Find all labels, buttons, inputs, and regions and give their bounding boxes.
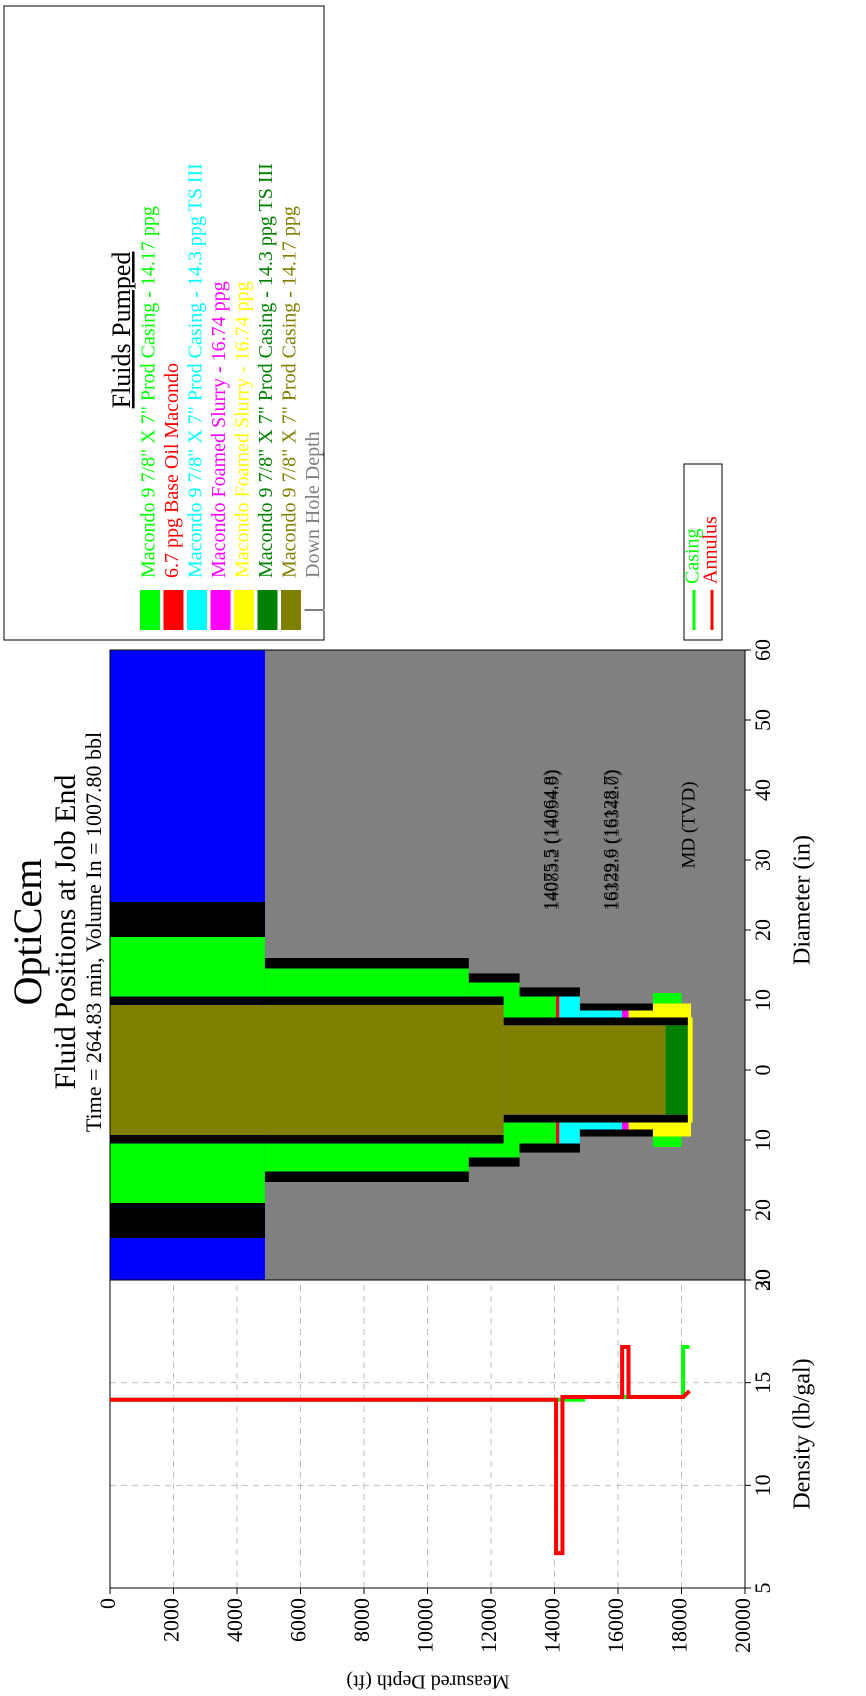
legend-label: Macondo 9 7/8" X 7" Prod Casing - 14.3 p… xyxy=(255,163,277,578)
wellbore-section xyxy=(652,1003,692,1018)
legend-label: Down Hole Depth xyxy=(302,431,324,578)
annotation: MD (TVD) xyxy=(678,781,699,868)
wellbore-section xyxy=(579,1122,623,1130)
x-tick-label: 20 xyxy=(750,1269,775,1291)
wellbore-section xyxy=(519,1143,580,1153)
wellbore-section xyxy=(264,1143,469,1172)
annotation: 16332.9 (16342.0) xyxy=(602,770,623,911)
wellbore-section xyxy=(665,1025,688,1115)
y-tick-label: 16000 xyxy=(603,1598,628,1653)
y-tick-label: 0 xyxy=(95,1598,120,1609)
wellbore-section xyxy=(503,1114,692,1123)
wellbore-section xyxy=(622,1010,629,1018)
annotation: 14075.5 (14064.8) xyxy=(540,770,561,911)
wellbore-section xyxy=(110,902,265,937)
plot-frame xyxy=(109,649,746,1281)
wellbore-section xyxy=(622,1122,629,1130)
x-tick-label: 10 xyxy=(750,1129,775,1151)
y-tick-label: 4000 xyxy=(222,1598,247,1642)
wellbore-section xyxy=(110,1135,504,1144)
wellbore-section xyxy=(628,1010,653,1018)
x-tick-label: 30 xyxy=(750,849,775,871)
x-tick-label: 10 xyxy=(750,1474,775,1496)
x-tick-label: 20 xyxy=(750,1199,775,1221)
y-tick-label: 10000 xyxy=(413,1598,438,1653)
legend-swatch xyxy=(210,590,231,630)
y-tick-label: 8000 xyxy=(349,1598,374,1642)
x-tick-label: 40 xyxy=(750,779,775,801)
wellbore-section xyxy=(652,1122,692,1137)
chart-subtitle: Fluid Positions at Job End xyxy=(49,774,82,1089)
x-tick-label: 15 xyxy=(750,1372,775,1394)
chart-caption: Time = 264.83 min, Volume In = 1007.80 b… xyxy=(81,732,106,1132)
wellbore-section xyxy=(579,1129,653,1137)
x-axis-label: Diameter (in) xyxy=(790,835,816,965)
legend-swatch xyxy=(281,590,301,630)
wellbore-section xyxy=(264,1171,469,1182)
wellbore-section xyxy=(468,1157,520,1167)
wellbore-section xyxy=(579,1010,623,1018)
y-tick-label: 12000 xyxy=(476,1598,501,1653)
wellbore-section xyxy=(556,1122,560,1144)
wellbore-section xyxy=(468,973,520,983)
legend-swatch xyxy=(187,590,207,630)
y-tick-label: 2000 xyxy=(159,1598,184,1642)
wellbore-section xyxy=(559,996,580,1018)
y-tick-label: 18000 xyxy=(667,1598,692,1653)
wellbore-section xyxy=(468,1143,520,1158)
wellbore-section xyxy=(110,1143,265,1203)
wellbore-section xyxy=(503,1017,692,1026)
y-tick-label: 6000 xyxy=(286,1598,311,1642)
wellbore-section xyxy=(652,993,682,1004)
legend-swatch xyxy=(163,590,184,630)
wellbore-section xyxy=(559,1122,580,1144)
wellbore-section xyxy=(264,958,469,969)
x-axis-label: Density (lb/gal) xyxy=(790,1358,816,1509)
legend-swatch xyxy=(234,590,254,630)
x-tick-label: 60 xyxy=(750,639,775,661)
wellbore-section xyxy=(519,987,580,997)
legend-label: Casing xyxy=(682,528,704,584)
x-tick-label: 10 xyxy=(750,989,775,1011)
wellbore-section xyxy=(687,1017,693,1123)
x-tick-label: 5 xyxy=(750,1583,775,1594)
x-tick-label: 20 xyxy=(750,919,775,941)
y-tick-label: 14000 xyxy=(540,1598,565,1653)
wellbore-section xyxy=(503,1122,557,1144)
legend-label: Macondo 9 7/8" X 7" Prod Casing - 14.17 … xyxy=(279,206,301,578)
wellbore-section xyxy=(652,1136,682,1147)
annotation: 16129.6 (16128.7) xyxy=(600,770,621,911)
chart-title: OptiCem xyxy=(5,859,50,1006)
wellbore-section xyxy=(556,996,560,1018)
legend-swatch xyxy=(257,590,278,630)
x-tick-label: 30 xyxy=(750,1269,775,1291)
y-axis-label: Measured Depth (ft) xyxy=(346,1670,509,1692)
legend-label: Macondo 9 7/8" X 7" Prod Casing - 14.17 … xyxy=(138,206,160,578)
wellbore-section xyxy=(503,1025,666,1115)
annotation: 14083.2 (14094.9) xyxy=(542,770,563,911)
wellbore-section xyxy=(628,1122,653,1130)
x-tick-label: 0 xyxy=(750,1065,775,1076)
legend-swatch xyxy=(140,590,160,630)
legend-label: Macondo 9 7/8" X 7" Prod Casing - 14.3 p… xyxy=(185,163,207,578)
data-line xyxy=(110,1344,691,1556)
legend-title: Fluids Pumped xyxy=(107,252,136,409)
wellbore-section xyxy=(110,1004,504,1136)
wellbore-section xyxy=(110,1203,265,1238)
legend-label: Macondo Foamed Slurry - 16.74 ppg xyxy=(232,281,254,578)
wellbore-section xyxy=(110,996,504,1005)
y-tick-label: 20000 xyxy=(730,1598,755,1653)
x-tick-label: 50 xyxy=(750,709,775,731)
wellbore-section xyxy=(579,1003,653,1011)
legend-box xyxy=(3,5,325,641)
legend-label: Annulus xyxy=(700,516,722,584)
wellbore-section xyxy=(264,968,469,997)
wellbore-section xyxy=(503,996,557,1018)
wellbore-section xyxy=(468,982,520,997)
wellbore-section xyxy=(110,937,265,997)
legend-label: Macondo Foamed Slurry - 16.74 ppg xyxy=(208,281,230,578)
legend-label: 6.7 ppg Base Oil Macondo xyxy=(161,363,183,578)
